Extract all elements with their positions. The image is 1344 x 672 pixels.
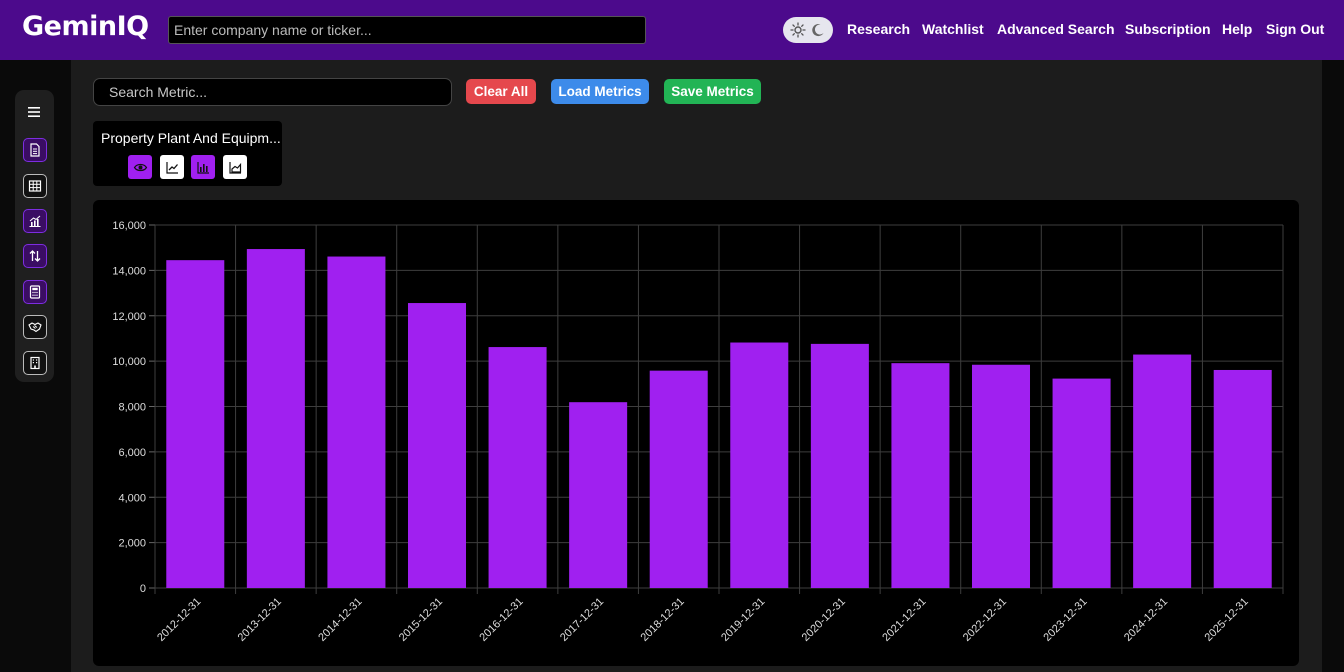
- chart-panel: 0 2,000 4,000 6,000 8,000 10,000 12,000 14,000 1…: [93, 200, 1299, 666]
- y-tick-label: 12,000: [112, 311, 146, 323]
- right-panel: [1322, 60, 1344, 672]
- calculator-icon: [29, 285, 41, 299]
- line-chart-icon: [165, 161, 178, 174]
- bar[interactable]: [1133, 354, 1192, 588]
- bar[interactable]: [166, 260, 225, 588]
- x-tick-label: 2016-12-31: [477, 596, 525, 644]
- handshake-icon: [28, 322, 42, 333]
- x-tick-label: 2014-12-31: [316, 596, 364, 644]
- theme-toggle[interactable]: [783, 17, 833, 43]
- x-tick-label: 2018-12-31: [639, 596, 687, 644]
- bar[interactable]: [246, 249, 305, 588]
- y-tick-label: 6,000: [118, 447, 146, 459]
- x-tick-label: 2015-12-31: [397, 596, 445, 644]
- bar[interactable]: [569, 402, 628, 588]
- y-tick-label: 14,000: [112, 265, 146, 277]
- clear-all-button[interactable]: Clear All: [466, 79, 536, 104]
- sidebar-item-buildings[interactable]: [23, 351, 47, 375]
- sidebar-item-transfer[interactable]: [23, 244, 47, 268]
- area-chart-icon: [228, 161, 241, 174]
- document-icon: [30, 143, 40, 157]
- eye-icon: [133, 163, 147, 171]
- line-chart-icon: [29, 215, 41, 227]
- x-tick-label: 2022-12-31: [961, 596, 1009, 644]
- bar[interactable]: [407, 303, 467, 588]
- x-tick-label: 2020-12-31: [800, 596, 848, 644]
- bar[interactable]: [1052, 378, 1111, 588]
- nav-help[interactable]: Help: [1222, 21, 1253, 37]
- bar[interactable]: [327, 256, 386, 588]
- x-tick-label: 2024-12-31: [1122, 596, 1170, 644]
- x-tick-label: 2012-12-31: [155, 596, 203, 644]
- x-tick-label: 2017-12-31: [558, 596, 606, 644]
- metric-card: Property Plant And Equipm...: [93, 121, 282, 186]
- bar[interactable]: [730, 342, 789, 588]
- transfer-icon: [29, 250, 41, 262]
- table-icon: [28, 180, 42, 192]
- line-chart-button[interactable]: [160, 155, 184, 179]
- nav-research[interactable]: Research: [847, 21, 911, 37]
- bar-chart: 0 2,000 4,000 6,000 8,000 10,000 12,000 14,000 1…: [112, 220, 1284, 644]
- bar[interactable]: [649, 370, 708, 588]
- sidebar-item-table[interactable]: [23, 174, 47, 198]
- bar-chart-icon: [196, 161, 209, 174]
- nav-advanced-search[interactable]: Advanced Search: [997, 21, 1115, 37]
- bar[interactable]: [1213, 369, 1272, 588]
- y-tick-label: 0: [140, 583, 146, 595]
- x-tick-label: 2025-12-31: [1203, 596, 1251, 644]
- y-tick-label: 2,000: [118, 538, 146, 550]
- building-icon: [30, 356, 40, 370]
- bar-chart-button[interactable]: [191, 155, 215, 179]
- bar[interactable]: [488, 347, 547, 588]
- nav-subscription[interactable]: Subscription: [1125, 21, 1211, 37]
- sidebar-item-calculator[interactable]: [23, 280, 47, 304]
- metric-title: Property Plant And Equipm...: [101, 130, 281, 146]
- metric-search-input[interactable]: [93, 78, 452, 106]
- bar[interactable]: [971, 364, 1031, 588]
- sidebar: [15, 90, 54, 382]
- sidebar-item-deals[interactable]: [23, 315, 47, 339]
- logo[interactable]: GeminIQ: [22, 11, 149, 42]
- x-tick-label: 2021-12-31: [880, 596, 928, 644]
- y-tick-label: 4,000: [118, 492, 146, 504]
- sidebar-item-documents[interactable]: [23, 138, 47, 162]
- y-tick-label: 16,000: [112, 220, 146, 232]
- visibility-toggle-button[interactable]: [128, 155, 152, 179]
- moon-icon: [812, 24, 824, 37]
- top-bar: GeminIQ Research Watchlist Advanced Sear…: [0, 0, 1344, 60]
- load-metrics-button[interactable]: Load Metrics: [551, 79, 649, 104]
- menu-icon[interactable]: [27, 105, 42, 119]
- sun-icon: [790, 22, 806, 38]
- company-search-input[interactable]: [168, 16, 646, 44]
- bar[interactable]: [810, 343, 869, 588]
- x-tick-label: 2023-12-31: [1041, 596, 1089, 644]
- nav-watchlist[interactable]: Watchlist: [922, 21, 984, 37]
- area-chart-button[interactable]: [223, 155, 247, 179]
- x-tick-label: 2019-12-31: [719, 596, 767, 644]
- save-metrics-button[interactable]: Save Metrics: [664, 79, 761, 104]
- x-tick-label: 2013-12-31: [236, 596, 284, 644]
- y-tick-label: 10,000: [112, 356, 146, 368]
- nav-sign-out[interactable]: Sign Out: [1266, 21, 1325, 37]
- sidebar-item-charts[interactable]: [23, 209, 47, 233]
- y-tick-label: 8,000: [118, 402, 146, 414]
- bar[interactable]: [891, 363, 950, 588]
